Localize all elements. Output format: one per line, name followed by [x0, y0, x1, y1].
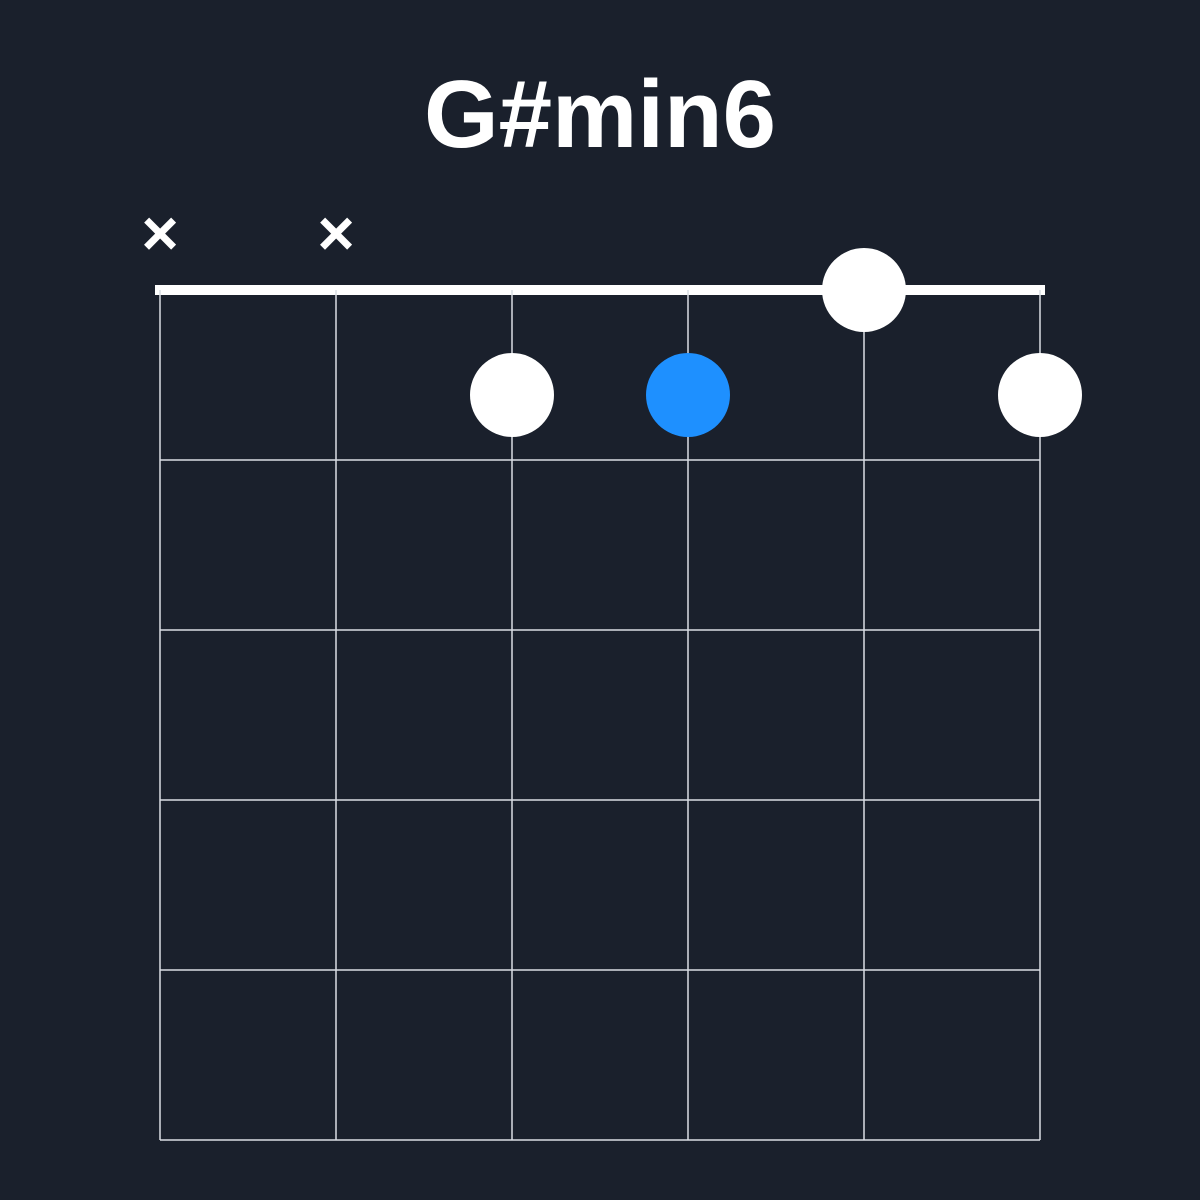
finger-dot [822, 248, 906, 332]
finger-dot-root [646, 353, 730, 437]
chord-diagram: G#min6 ×× [0, 0, 1200, 1200]
finger-dot [470, 353, 554, 437]
finger-dot [998, 353, 1082, 437]
fretboard-svg: ×× [0, 0, 1200, 1200]
mute-marker: × [141, 197, 178, 269]
mute-marker: × [317, 197, 354, 269]
